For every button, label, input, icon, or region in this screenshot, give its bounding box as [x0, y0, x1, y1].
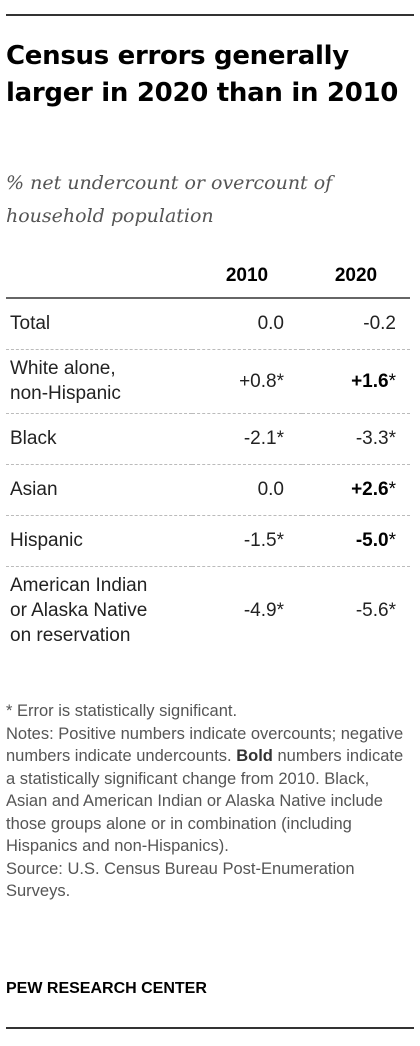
- significance-marker: *: [388, 428, 396, 449]
- significance-note: * Error is statistically significant.: [6, 702, 238, 720]
- table-row: Total 0.0 -0.2: [6, 298, 410, 350]
- value-2020: -5.0*: [302, 515, 410, 567]
- value-number: 0.0: [257, 479, 284, 500]
- value-number: +1.6: [351, 370, 389, 392]
- value-number: -1.5: [243, 530, 277, 551]
- row-label: Black: [6, 413, 192, 465]
- significance-marker: *: [388, 599, 396, 621]
- row-label-line: or Alaska Native: [10, 599, 148, 621]
- notes-text: Notes: Positive numbers indicate overcou…: [6, 724, 404, 766]
- value-2010: 0.0: [192, 464, 302, 516]
- chart-subtitle: % net undercount or overcount of househo…: [6, 172, 333, 227]
- value-number: -0.2: [363, 313, 396, 335]
- row-label-line: White alone,: [10, 358, 116, 379]
- table-row: Hispanic -1.5* -5.0*: [6, 515, 410, 567]
- row-label: Asian: [6, 464, 192, 516]
- significance-marker: *: [388, 479, 396, 500]
- significance-marker: *: [276, 428, 284, 449]
- value-2020: -3.3*: [302, 413, 410, 465]
- value-2010: -1.5*: [192, 515, 302, 567]
- value-2020: +2.6*: [302, 464, 410, 516]
- bottom-rule: [6, 1027, 414, 1029]
- table-row: Black -2.1* -3.3*: [6, 413, 410, 465]
- notes-text: numbers indicate a statistically signifi…: [6, 747, 404, 855]
- row-label-line: on reservation: [10, 624, 131, 646]
- row-label: American Indian or Alaska Native on reserv…: [6, 566, 192, 654]
- significance-marker: *: [276, 599, 284, 621]
- table-row: American Indian or Alaska Native on reserv…: [6, 566, 410, 654]
- significance-marker: *: [388, 370, 396, 392]
- value-2010: -2.1*: [192, 413, 302, 465]
- value-number: -4.9: [243, 599, 277, 621]
- data-table: 2010 2020 Total 0.0 -0.2 White alone, non…: [6, 255, 410, 654]
- value-number: -3.3: [355, 428, 389, 449]
- value-number: -5.6: [355, 599, 389, 621]
- table-row: White alone, non-Hispanic +0.8* +1.6*: [6, 349, 410, 414]
- value-2010: 0.0: [192, 298, 302, 350]
- value-number: +0.8: [239, 370, 277, 392]
- top-rule: [6, 14, 414, 16]
- notes: Notes: Positive numbers indicate overcou…: [6, 723, 414, 858]
- value-number: -5.0: [355, 530, 389, 551]
- value-2010: +0.8*: [192, 349, 302, 414]
- significance-marker: *: [388, 530, 396, 551]
- source-note: Source: U.S. Census Bureau Post-Enumerat…: [6, 859, 355, 901]
- value-2020: -5.6*: [302, 566, 410, 654]
- row-label-line: non-Hispanic: [10, 383, 121, 404]
- header-spacer: [6, 255, 192, 299]
- significance-marker: *: [276, 370, 284, 392]
- row-label: Hispanic: [6, 515, 192, 567]
- notes-bold-word: Bold: [236, 747, 273, 765]
- value-number: +2.6: [351, 479, 389, 500]
- header-row: 2010 2020: [6, 255, 410, 299]
- value-number: -2.1: [243, 428, 277, 449]
- value-2020: +1.6*: [302, 349, 410, 414]
- pew-research-center-logo: PEW RESEARCH CENTER: [6, 980, 207, 997]
- value-number: 0.0: [257, 313, 284, 335]
- column-header-2010: 2010: [192, 255, 302, 299]
- significance-marker: *: [276, 530, 284, 551]
- footnotes: * Error is statistically significant. No…: [6, 700, 414, 903]
- row-label-line: American Indian: [10, 574, 148, 596]
- chart-title: Census errors generally larger in 2020 t…: [6, 41, 399, 108]
- column-header-2020: 2020: [302, 255, 410, 299]
- value-2010: -4.9*: [192, 566, 302, 654]
- value-2020: -0.2: [302, 298, 410, 350]
- table-row: Asian 0.0 +2.6*: [6, 464, 410, 516]
- row-label: White alone, non-Hispanic: [6, 349, 192, 414]
- row-label: Total: [6, 298, 192, 350]
